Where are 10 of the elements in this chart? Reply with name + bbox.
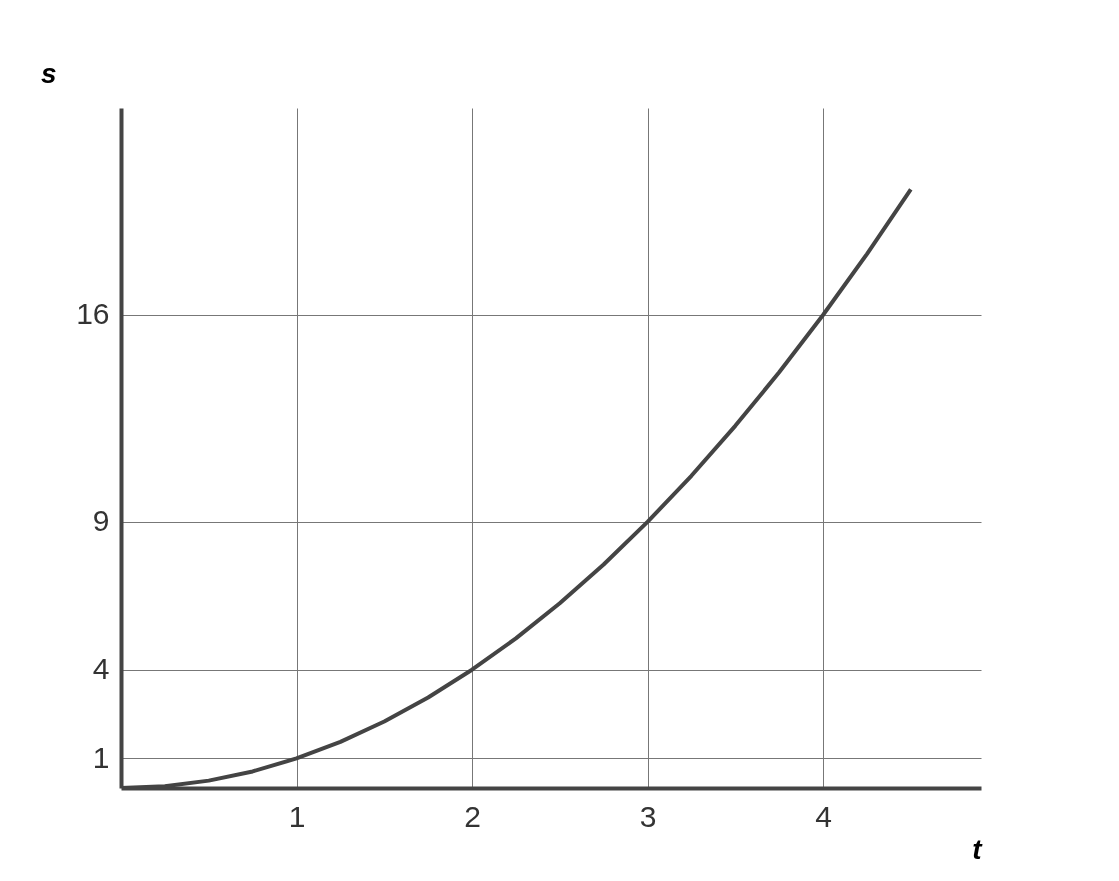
x-tick-label: 2 (464, 799, 481, 833)
y-tick-label: 9 (92, 504, 110, 538)
x-tick-label: 4 (815, 799, 832, 833)
x-tick-label: 3 (639, 799, 657, 833)
y-tick-label: 1 (92, 740, 110, 774)
y-tick-label: 16 (76, 297, 110, 331)
x-axis-title: t (972, 833, 984, 865)
y-tick-label: 4 (92, 652, 110, 686)
x-tick-label: 1 (288, 799, 306, 833)
y-axis-title: s (40, 57, 57, 89)
